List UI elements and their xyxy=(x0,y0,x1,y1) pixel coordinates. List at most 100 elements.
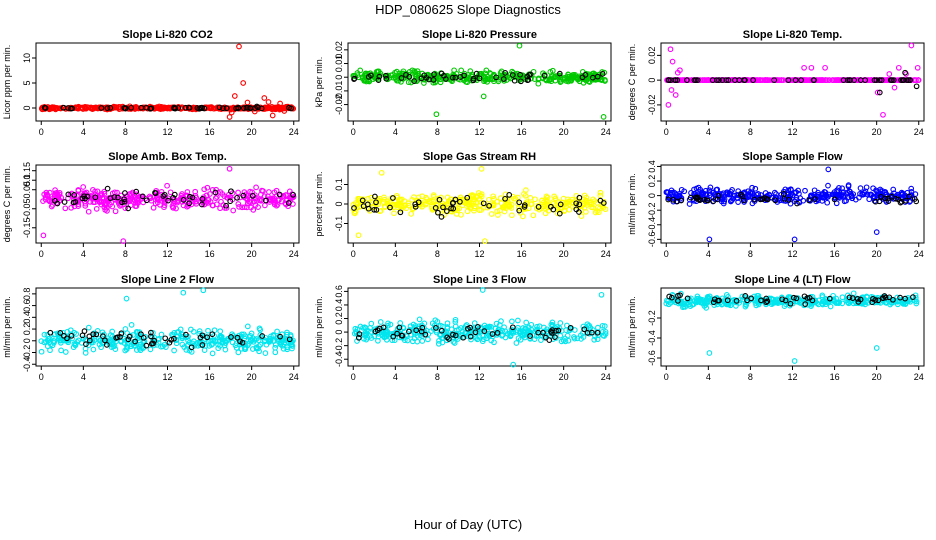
data-point xyxy=(93,206,100,212)
data-point xyxy=(360,324,366,331)
panel-title: Slope Li-820 Temp. xyxy=(743,29,842,41)
data-point xyxy=(217,205,223,212)
data-point xyxy=(286,104,292,111)
data-point xyxy=(825,166,832,173)
data-point xyxy=(467,333,474,340)
x-tick-label: 0 xyxy=(351,372,356,382)
data-point xyxy=(57,330,64,336)
data-point xyxy=(255,204,261,210)
data-point xyxy=(88,105,94,112)
data-point xyxy=(452,74,459,81)
data-point xyxy=(188,344,195,351)
data-point xyxy=(872,198,879,205)
panel-2: Slope Li-820 Pressure kPa per min. 0 4 8 12 16… xyxy=(314,29,612,137)
data-point xyxy=(527,195,534,201)
data-point xyxy=(192,188,199,195)
data-point xyxy=(847,77,854,83)
data-point xyxy=(556,210,563,217)
data-point xyxy=(201,105,208,112)
x-tick-label: 24 xyxy=(914,127,924,137)
data-point xyxy=(710,189,717,196)
data-point xyxy=(513,340,520,346)
data-point xyxy=(474,74,480,81)
y-tick-label: -0.1 xyxy=(334,216,344,232)
data-point xyxy=(720,190,727,197)
data-point xyxy=(233,105,239,112)
data-point xyxy=(490,193,497,200)
data-point xyxy=(515,335,522,342)
data-point xyxy=(591,336,598,343)
y-tick-label: -0.6 xyxy=(647,350,657,366)
data-point xyxy=(128,195,135,201)
data-point xyxy=(839,294,846,301)
data-point xyxy=(391,210,397,217)
data-point xyxy=(354,72,361,78)
data-point xyxy=(125,336,132,343)
x-tick-label: 20 xyxy=(872,249,882,259)
data-point xyxy=(100,333,106,339)
data-point xyxy=(860,300,867,306)
x-tick-label: 0 xyxy=(351,127,356,137)
y-tick-label: 0.15 xyxy=(22,162,32,180)
data-point xyxy=(80,335,87,342)
data-point xyxy=(52,190,59,197)
data-point xyxy=(713,77,720,83)
data-point xyxy=(92,194,99,201)
data-point xyxy=(563,201,570,207)
x-tick-label: 20 xyxy=(559,372,569,382)
data-point xyxy=(763,295,770,302)
data-point xyxy=(188,326,194,333)
x-tick-label: 8 xyxy=(435,127,440,137)
data-point xyxy=(199,342,206,348)
data-point xyxy=(419,338,426,344)
data-point xyxy=(839,300,846,307)
data-point xyxy=(894,298,901,305)
data-point xyxy=(516,207,523,214)
data-point xyxy=(205,327,211,334)
data-point xyxy=(103,342,110,348)
data-point xyxy=(128,343,134,350)
data-point xyxy=(408,79,414,86)
x-tick-label: 24 xyxy=(289,127,299,137)
data-point xyxy=(201,347,208,353)
data-point xyxy=(412,203,419,210)
data-point xyxy=(689,302,696,308)
data-point xyxy=(882,294,889,301)
data-point xyxy=(397,209,404,216)
data-point xyxy=(676,192,683,199)
data-point xyxy=(230,207,237,214)
data-point xyxy=(247,188,253,195)
panel-3: Slope Li-820 Temp. degrees C per min. 0 4 8 1… xyxy=(627,29,925,137)
data-point xyxy=(473,70,480,77)
data-point xyxy=(474,324,481,330)
data-point xyxy=(51,340,57,346)
data-point xyxy=(372,328,379,335)
data-point xyxy=(179,104,185,111)
data-point xyxy=(61,199,68,205)
data-point xyxy=(241,204,248,211)
y-tick-label: 0.6 xyxy=(334,285,344,298)
data-point xyxy=(425,336,431,343)
data-point xyxy=(389,337,396,344)
data-point xyxy=(819,294,826,300)
data-point xyxy=(173,340,180,347)
data-point xyxy=(578,336,584,342)
data-point xyxy=(489,333,496,340)
data-point xyxy=(822,77,829,83)
data-point xyxy=(104,185,111,192)
panel-8: Slope Line 3 Flow ml/min per min. 0 4 8 12 16 2… xyxy=(314,274,612,382)
data-point xyxy=(460,334,467,341)
x-tick-label: 0 xyxy=(39,249,44,259)
data-point xyxy=(377,319,384,325)
x-tick-label: 16 xyxy=(205,372,215,382)
data-point xyxy=(815,193,822,200)
data-point xyxy=(377,208,383,215)
data-point xyxy=(249,192,256,199)
data-point xyxy=(69,335,75,342)
data-point xyxy=(480,93,487,100)
data-point xyxy=(578,213,585,219)
data-point xyxy=(762,77,769,83)
data-point xyxy=(566,206,573,213)
data-point xyxy=(684,77,690,83)
